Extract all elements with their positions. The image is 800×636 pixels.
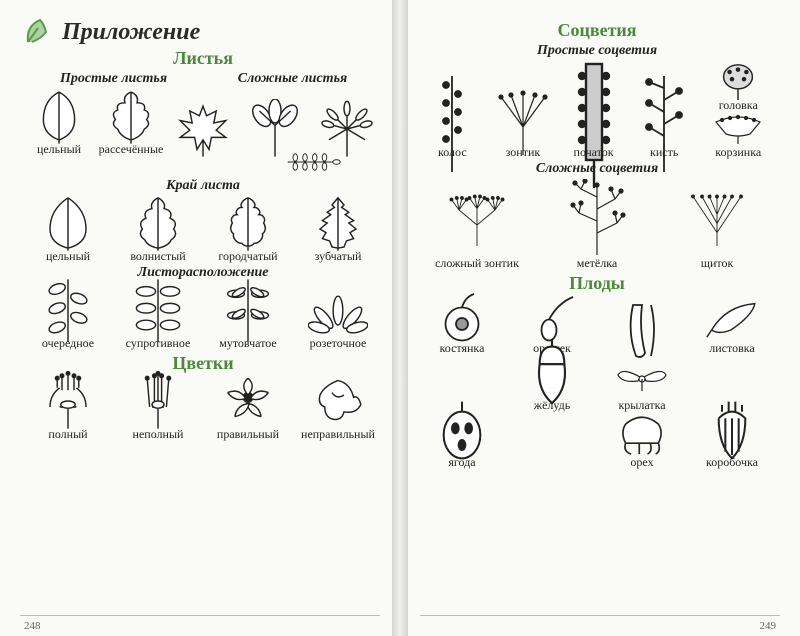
leaf-simple-dissected2 — [168, 102, 238, 156]
inflor-head-basket: головка корзинка — [701, 61, 776, 159]
rosette-icon — [308, 277, 368, 344]
samara-icon — [612, 357, 672, 393]
simple-inflor-row: колос зонтик початок кисть головка корзи… — [418, 61, 776, 159]
arr-alternate: очередное — [24, 283, 112, 350]
left-page: Приложение Листья Простые листья Сложные… — [0, 0, 400, 636]
fruit-drupe: костянка — [418, 294, 506, 355]
flower-incomplete: неполный — [114, 374, 202, 441]
inflor-spike: колос — [418, 98, 487, 159]
inflor-umbel: зонтик — [489, 98, 558, 159]
edge-whole: цельный — [24, 196, 112, 263]
leaf-edge-row: цельный волнистый городчатый зубчатый — [24, 196, 382, 263]
leaf-icon — [29, 86, 89, 146]
inflor-heading: Соцветия — [418, 20, 776, 41]
flower-complete: полный — [24, 374, 112, 441]
flowers-row: полный неполный правильный неправильный — [24, 374, 382, 441]
fruit-acorn: жёлудь — [508, 351, 596, 412]
page-number-left: 248 — [24, 620, 41, 632]
compound-umbel-icon — [447, 189, 507, 248]
leaf-simple-dissected1: рассечённые — [96, 89, 166, 156]
inflor-corymb: щиток — [658, 179, 776, 270]
simple-leaves-heading: Простые листья — [24, 71, 203, 87]
right-page: Соцветия Простые соцветия колос зонтик п… — [400, 0, 800, 636]
fruits-row1: костянка орешек листовка — [418, 294, 776, 355]
arrangement-row: очередное супротивное мутовчатое розеточ… — [24, 283, 382, 350]
inflor-spadix: початок — [559, 98, 628, 159]
gutter — [400, 0, 408, 636]
arr-opposite: супротивное — [114, 283, 202, 350]
fruit-nut: орех — [598, 408, 686, 469]
follicle-icon — [702, 294, 762, 342]
flower-irregular: неправильный — [294, 374, 382, 441]
flower-top-icon — [218, 371, 278, 431]
fruit-follicle: листовка — [688, 294, 776, 355]
inflor-raceme: кисть — [630, 98, 699, 159]
fruit-capsule: коробочка — [688, 408, 776, 469]
gutter — [392, 0, 400, 636]
nut-icon — [612, 405, 672, 460]
flower-regular: правильный — [204, 374, 292, 441]
alternate-icon — [38, 277, 98, 344]
arr-whorled: мутовчатое — [204, 283, 292, 350]
fruit-samara: крылатка — [598, 351, 686, 412]
edge-serrate: зубчатый — [294, 196, 382, 263]
leaves-heading: Листья — [24, 48, 382, 69]
arr-rosette: розеточное — [294, 283, 382, 350]
leaf-types-row: цельный рассечённые — [24, 89, 382, 156]
fruit-pod — [598, 307, 686, 355]
compound-leaves-heading: Сложные листья — [203, 71, 382, 87]
page-rule — [20, 615, 380, 616]
compound-inflor-row: сложный зонтик метёлка щиток — [418, 179, 776, 270]
flower-irregular-icon — [308, 371, 368, 431]
flower-section-icon — [38, 371, 98, 431]
inflor-panicle: метёлка — [538, 179, 656, 270]
appendix-title: Приложение — [24, 18, 382, 46]
head-icon — [708, 60, 768, 101]
serrate-leaf-icon — [308, 193, 368, 253]
wavy-leaf-icon — [128, 193, 188, 253]
page-rule — [420, 615, 780, 616]
inflor-compound-umbel: сложный зонтик — [418, 179, 536, 270]
panicle-icon — [567, 179, 627, 257]
leaf-logo-icon — [24, 18, 56, 46]
flower-section2-icon — [128, 371, 188, 431]
leaf-simple-whole: цельный — [24, 89, 94, 156]
oak-leaf-icon — [101, 86, 161, 146]
fruit-spacer3 — [508, 449, 596, 469]
maple-leaf-icon — [173, 99, 233, 159]
leaf-edge-heading: Край листа — [24, 178, 382, 194]
page-number-right: 249 — [760, 620, 777, 632]
basket-icon — [708, 114, 768, 144]
leaf-compound-pinnate — [246, 148, 382, 176]
appendix-title-text: Приложение — [62, 19, 200, 46]
edge-crenate: городчатый — [204, 196, 292, 263]
fruit-berry: ягода — [418, 408, 506, 469]
opposite-icon — [128, 277, 188, 344]
whorled-icon — [218, 277, 278, 344]
drupe-icon — [432, 288, 492, 348]
edge-wavy: волнистый — [114, 196, 202, 263]
corymb-icon — [687, 189, 747, 248]
pinnate-leaf-icon — [284, 153, 344, 171]
crenate-leaf-icon — [218, 193, 278, 253]
leaf-icon — [38, 193, 98, 253]
fruits-row3: ягода орех коробочка — [418, 408, 776, 469]
